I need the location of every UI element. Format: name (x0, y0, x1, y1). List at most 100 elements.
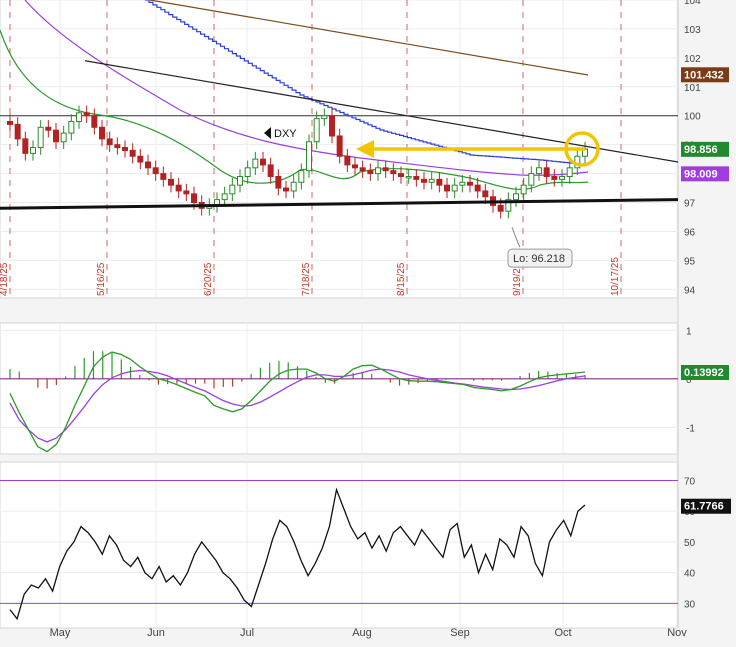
candle-body (321, 115, 328, 120)
candle-body (375, 167, 381, 175)
price-badge-label: 98.856 (684, 144, 718, 156)
rsi-tick-label: 70 (684, 476, 696, 487)
yellow-arrow-head (356, 140, 374, 158)
candle-body (244, 167, 251, 177)
x-month-label: Sep (450, 627, 470, 639)
macd-badge-label: 0.13992 (684, 367, 724, 379)
candle-body (290, 181, 297, 192)
candle-body (91, 115, 98, 128)
rsi-tick-label: 50 (684, 538, 696, 549)
price-badge-label: 101.432 (684, 69, 724, 81)
candle-body (275, 175, 282, 189)
candle-body (252, 158, 259, 169)
candle-body (367, 170, 374, 175)
candle-body (283, 187, 289, 192)
x-month-label: Jul (240, 627, 254, 639)
candle-body (474, 184, 481, 192)
candle-body (229, 184, 236, 195)
macd-badge (681, 365, 729, 381)
candle-body (405, 175, 412, 179)
date-marker-label: 5/16/25 (96, 262, 107, 296)
macd-signal-line (9, 368, 586, 443)
price-tick-label: 104 (684, 0, 701, 7)
date-marker-label: 7/18/25 (301, 262, 312, 296)
symbol-marker-icon (264, 127, 271, 139)
candle-body (160, 173, 167, 180)
candle-body (413, 175, 420, 180)
price-tick-label: 96 (684, 227, 696, 238)
candle-body (467, 181, 473, 186)
candle-body (22, 138, 29, 154)
ma-100-line (145, 0, 589, 166)
candle-body (221, 193, 228, 201)
candle-body (543, 167, 550, 177)
candle-body (152, 167, 159, 175)
price-tick-label: 94 (684, 285, 696, 296)
price-badge (681, 166, 729, 182)
candle-body (559, 175, 565, 180)
price-tick-label: 102 (684, 54, 701, 65)
price-tick-label: 101 (684, 83, 701, 94)
yellow-highlight-circle (564, 131, 600, 167)
candle-body (129, 149, 136, 157)
macd-tick-label: -1 (686, 423, 695, 434)
candle-body (175, 184, 182, 192)
candle-body (83, 112, 90, 117)
candle-body (421, 178, 427, 183)
candle-body (298, 170, 305, 183)
rsi-line (9, 487, 586, 621)
low-leader-line (511, 226, 521, 248)
price-tick-label: 95 (684, 256, 696, 267)
candle-body (336, 135, 343, 157)
ascending-trendline (0, 198, 679, 210)
candle-body (183, 190, 190, 195)
candle-body (428, 178, 435, 183)
rsi-badge-label: 61.7766 (684, 501, 724, 513)
price-tick-label: 100 (684, 112, 701, 123)
candle-body (114, 144, 121, 149)
candle-body (390, 170, 397, 175)
candle-body (145, 161, 151, 169)
candle-body (122, 147, 128, 151)
candle-body (451, 184, 458, 192)
candle-body (497, 204, 504, 212)
candle-body (76, 112, 82, 123)
candle-body (520, 184, 527, 195)
pane-background (0, 461, 679, 629)
candle-body (267, 164, 274, 177)
candle-body (482, 190, 489, 198)
x-month-label: Nov (667, 627, 687, 639)
candle-body (536, 167, 542, 175)
candle-body (106, 138, 113, 146)
ma-50-line (24, 0, 589, 176)
candle-body (329, 115, 335, 137)
candle-body (551, 175, 558, 180)
price-tick-label: 97 (684, 199, 696, 210)
candle-body (382, 167, 389, 172)
candle-body (459, 181, 466, 186)
candle-body (566, 167, 573, 177)
symbol-label: DXY (274, 128, 297, 140)
macd-tick-label: 1 (686, 326, 692, 337)
macd-line (9, 351, 586, 453)
date-marker-label: 10/17/25 (610, 257, 621, 296)
candle-body (344, 155, 351, 166)
price-tick-label: 103 (684, 25, 701, 36)
date-marker-label: 6/20/25 (203, 262, 214, 296)
candle-body (260, 158, 266, 166)
candle-body (45, 126, 52, 131)
pane-background (0, 322, 679, 455)
candle-body (37, 126, 44, 149)
candle-body (191, 193, 197, 204)
candle-body (30, 147, 36, 154)
candle-body (137, 155, 144, 163)
candle-body (313, 118, 320, 143)
candle-body (352, 164, 358, 169)
candle-body (528, 173, 535, 186)
descending-trendline (84, 60, 679, 163)
candle-body (513, 193, 519, 201)
date-marker-label: 4/18/25 (0, 262, 10, 296)
candle-body (359, 167, 366, 172)
candle-body (436, 178, 443, 186)
